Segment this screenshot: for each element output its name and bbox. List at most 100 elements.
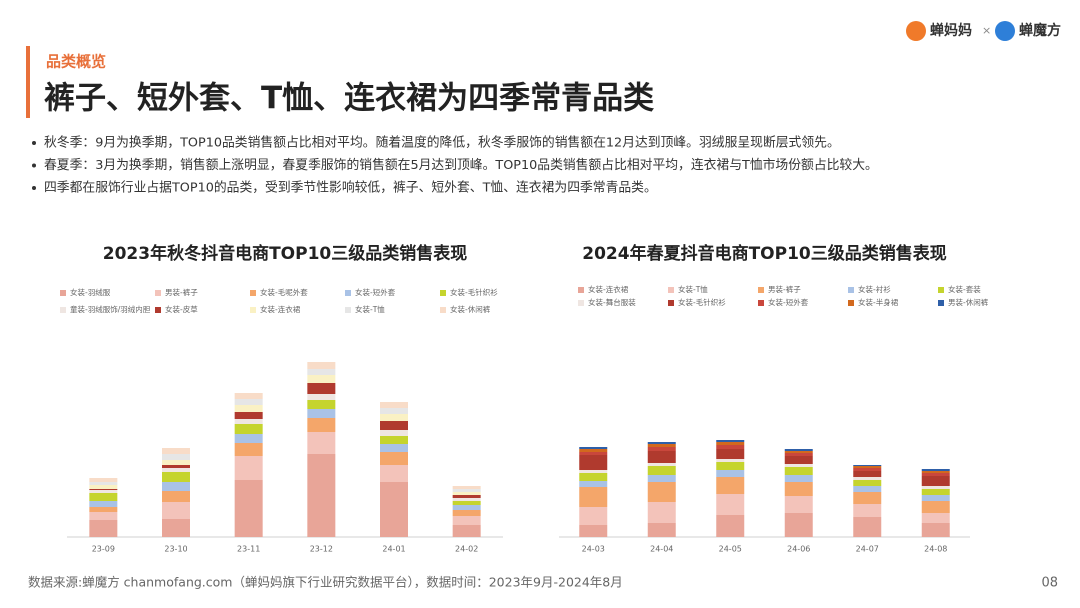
bullet-text: 秋冬季：9月为换季期，TOP10品类销售额占比相对平均。随着温度的降低，秋冬季服… [44,135,840,151]
bar-segment [921,523,950,537]
bar-segment [853,504,882,517]
bar-segment [784,464,813,467]
legend-swatch [938,287,944,293]
x-tick-label: 23-11 [237,545,260,554]
bar-segment [784,456,813,464]
bar-segment [716,470,745,477]
legend-label: 男装-裤子 [768,284,801,294]
bar-segment [647,442,676,444]
bar-segment [234,456,263,480]
bar-segment [234,419,263,424]
bar-segment [234,480,263,537]
bar-segment [234,424,263,434]
legend-swatch [155,307,161,313]
bar-segment [784,475,813,482]
bullet-text: 春夏季：3月为换季期，销售额上涨明显，春夏季服饰的销售额在5月达到顶峰。TOP1… [44,157,878,173]
legend-label: 女装-羽绒服 [70,287,111,297]
bar-segment [452,486,481,489]
legend-swatch [578,300,584,306]
bar-segment [647,482,676,502]
bar-segment [853,466,882,468]
bullet-dot [32,141,36,145]
bar-segment [921,471,950,473]
legend-swatch [578,287,584,293]
legend-swatch [60,307,66,313]
bar-segment [89,478,118,482]
logo-icon [906,21,926,41]
legend-label: 女装-连衣裙 [260,304,301,314]
bar-segment [579,507,608,525]
bar-segment [89,493,118,501]
bar-segment [452,495,481,498]
bar-segment [234,412,263,419]
legend-swatch [345,307,351,313]
bullet-dot [32,186,36,190]
bar-segment [784,482,813,496]
bar-segment [452,525,481,537]
accent-bar [26,46,30,118]
bar-segment [307,418,336,432]
bar-segment [162,454,190,460]
bar-segment [89,490,118,493]
bar-segment [234,443,263,456]
bar-segment [307,432,336,454]
x-tick-label: 24-06 [787,545,810,554]
bar-segment [162,460,190,465]
bar-segment [89,501,118,507]
slide-title: 裤子、短外套、T恤、连衣裙为四季常青品类 [44,81,654,117]
bar-segment [380,430,408,436]
bar-segment [162,468,190,472]
bar-segment [380,421,408,430]
legend-swatch [758,287,764,293]
bar-segment [307,400,336,409]
bar-segment [452,505,481,510]
bar-segment [89,512,118,520]
bar-segment [921,489,950,495]
bar-segment [89,485,118,489]
bar-segment [784,451,813,453]
bar-segment [853,468,882,471]
legend-label: 女装-T恤 [678,284,708,294]
bar-segment [380,402,408,408]
bar-segment [162,491,190,502]
legend-label: 女装-毛针织衫 [450,287,498,297]
chart-title: 2023年秋冬抖音电商TOP10三级品类销售表现 [103,243,467,264]
legend-label: 女装-皮草 [165,304,198,314]
footer-source: 数据来源:蝉魔方 chanmofang.com（蝉妈妈旗下行业研究数据平台），数… [28,575,623,590]
bar-segment [307,409,336,418]
logo-sep: × [982,24,991,37]
legend-label: 女装-短外套 [768,297,809,307]
bullet-dot [32,163,36,168]
legend-swatch [848,287,854,293]
x-tick-label: 23-10 [164,545,187,554]
bar-segment [162,519,190,537]
legend-swatch [60,290,66,296]
bar-segment [853,465,882,466]
bar-segment [921,469,950,471]
legend-label: 男装-裤子 [165,287,198,297]
legend-swatch [345,290,351,296]
bar-segment [234,434,263,443]
bar-segment [579,447,608,449]
bar-segment [716,459,745,462]
x-tick-label: 24-04 [650,545,673,554]
legend-label: 女装-套装 [948,284,981,294]
bar-segment [162,482,190,491]
bar-segment [452,510,481,516]
legend-label: 女装-半身裙 [858,297,899,307]
bar-segment [89,482,118,485]
bar-segment [380,452,408,465]
bar-segment [716,449,745,459]
bar-segment [307,375,336,383]
bar-segment [921,501,950,513]
bar-segment [89,507,118,512]
legend-swatch [848,300,854,306]
bar-segment [307,394,336,400]
x-tick-label: 23-09 [92,545,115,554]
bar-segment [579,525,608,537]
bar-segment [452,498,481,501]
bar-segment [162,472,190,482]
bar-segment [647,523,676,537]
bar-segment [784,496,813,513]
bar-segment [579,452,608,455]
